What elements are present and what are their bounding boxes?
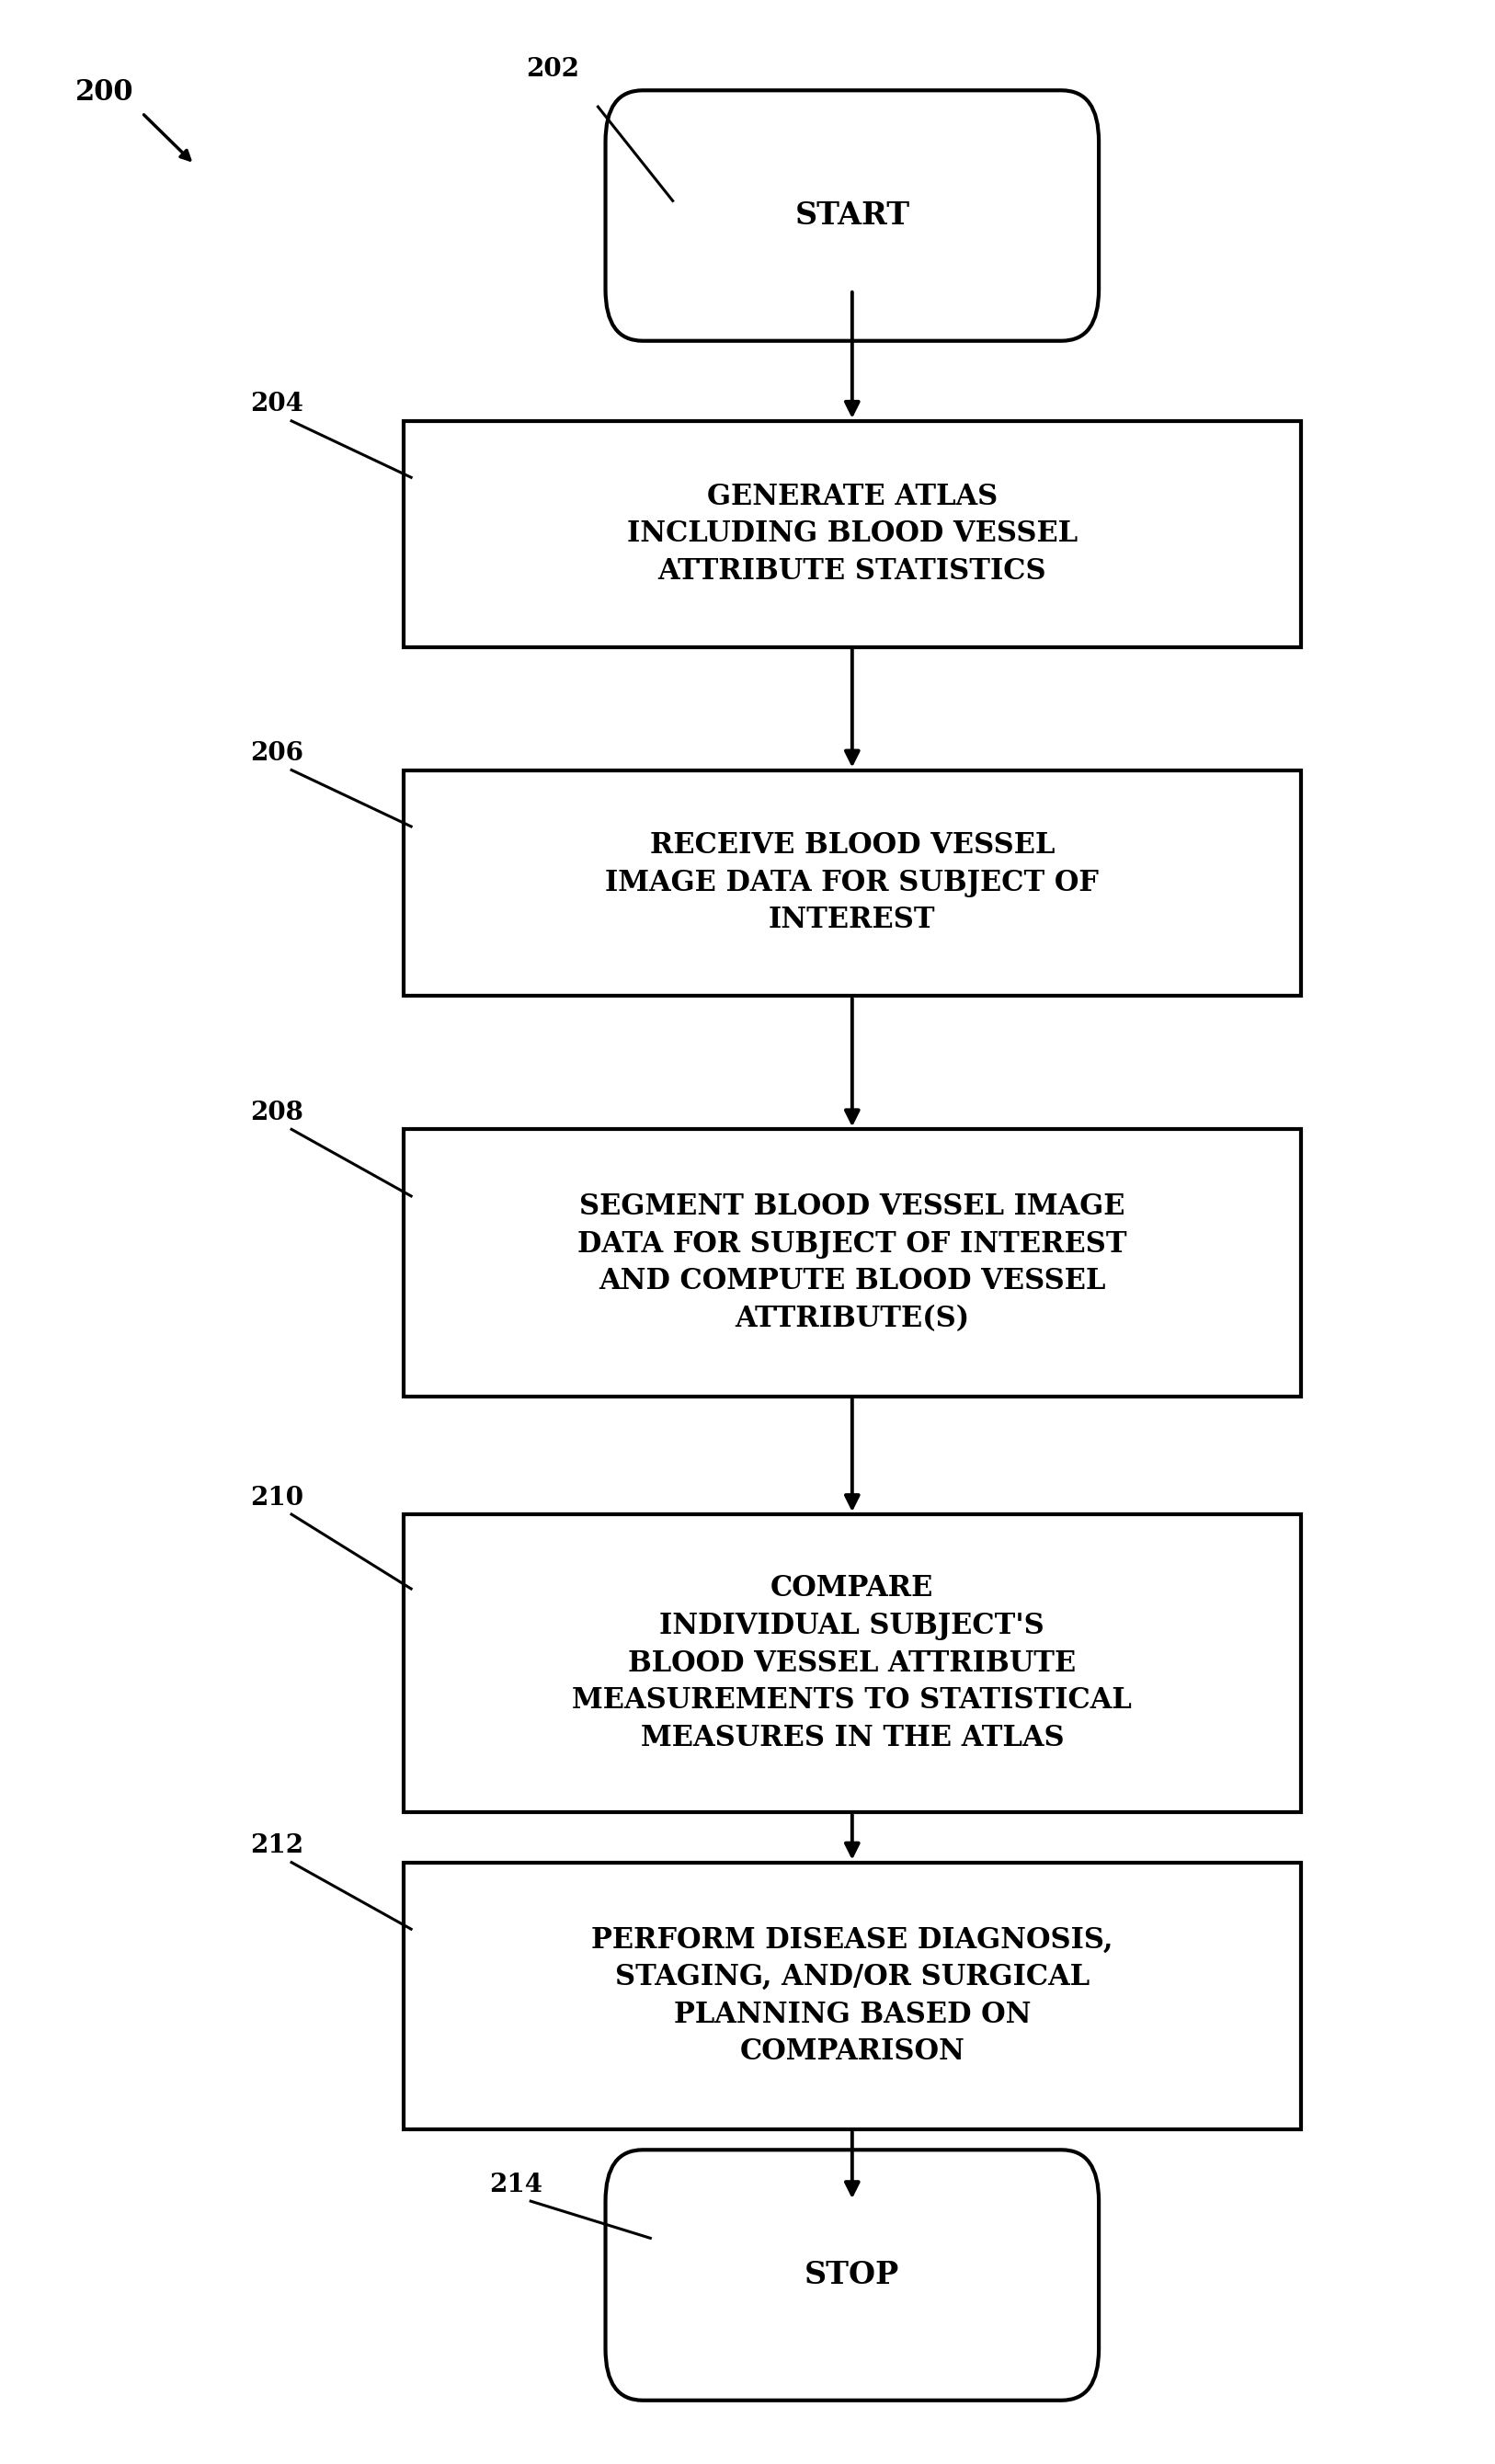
Bar — [404, 421, 1301, 646]
Text: 214: 214 — [489, 2173, 543, 2198]
Bar — [404, 1863, 1301, 2129]
Text: STOP: STOP — [804, 2259, 900, 2289]
Text: SEGMENT BLOOD VESSEL IMAGE
DATA FOR SUBJECT OF INTEREST
AND COMPUTE BLOOD VESSEL: SEGMENT BLOOD VESSEL IMAGE DATA FOR SUBJ… — [577, 1193, 1127, 1333]
Text: PERFORM DISEASE DIAGNOSIS,
STAGING, AND/OR SURGICAL
PLANNING BASED ON
COMPARISON: PERFORM DISEASE DIAGNOSIS, STAGING, AND/… — [591, 1924, 1114, 2067]
Text: COMPARE
INDIVIDUAL SUBJECT'S
BLOOD VESSEL ATTRIBUTE
MEASUREMENTS TO STATISTICAL
: COMPARE INDIVIDUAL SUBJECT'S BLOOD VESSE… — [573, 1574, 1132, 1752]
Bar — [404, 1129, 1301, 1397]
Text: 210: 210 — [250, 1486, 303, 1510]
Text: 208: 208 — [250, 1101, 303, 1126]
Bar — [404, 769, 1301, 995]
Bar — [404, 1515, 1301, 1811]
Text: 206: 206 — [250, 742, 303, 766]
FancyBboxPatch shape — [605, 2149, 1099, 2400]
Text: 202: 202 — [526, 57, 580, 81]
Text: RECEIVE BLOOD VESSEL
IMAGE DATA FOR SUBJECT OF
INTEREST: RECEIVE BLOOD VESSEL IMAGE DATA FOR SUBJ… — [605, 830, 1099, 934]
Text: 200: 200 — [75, 79, 135, 106]
Text: START: START — [795, 200, 909, 232]
FancyBboxPatch shape — [605, 91, 1099, 340]
Text: 212: 212 — [250, 1833, 303, 1858]
Text: GENERATE ATLAS
INCLUDING BLOOD VESSEL
ATTRIBUTE STATISTICS: GENERATE ATLAS INCLUDING BLOOD VESSEL AT… — [626, 483, 1078, 586]
Text: 204: 204 — [250, 392, 303, 416]
